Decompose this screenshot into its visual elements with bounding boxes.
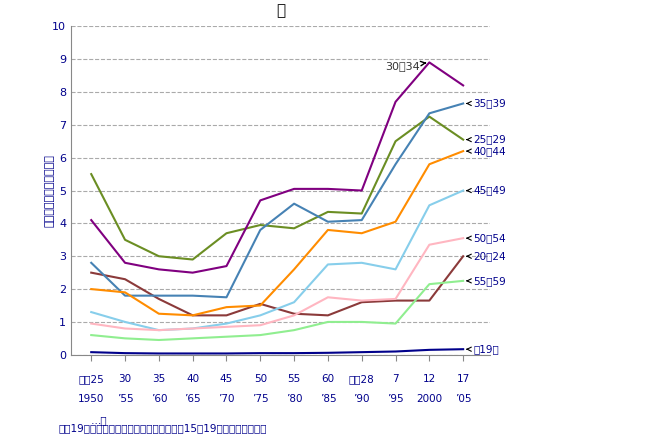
Text: ’95: ’95 bbox=[387, 394, 404, 404]
Text: ’90: ’90 bbox=[353, 394, 370, 404]
Text: 35～39: 35～39 bbox=[467, 99, 506, 109]
Text: 25～29: 25～29 bbox=[467, 134, 506, 145]
Text: 55: 55 bbox=[288, 374, 301, 385]
Text: 20～24: 20～24 bbox=[467, 251, 506, 261]
Text: ’60: ’60 bbox=[150, 394, 167, 404]
Title: 夫: 夫 bbox=[276, 3, 285, 18]
Text: 平成28: 平成28 bbox=[349, 374, 375, 385]
Text: 50～54: 50～54 bbox=[467, 233, 506, 243]
Text: 35: 35 bbox=[152, 374, 166, 385]
Text: 30: 30 bbox=[119, 374, 132, 385]
Text: ’85: ’85 bbox=[319, 394, 336, 404]
Text: ～19歳: ～19歳 bbox=[467, 344, 499, 354]
Text: 50: 50 bbox=[253, 374, 267, 385]
Text: 45: 45 bbox=[220, 374, 233, 385]
Text: 17: 17 bbox=[457, 374, 470, 385]
Text: 1950: 1950 bbox=[78, 394, 104, 404]
Text: 55～59: 55～59 bbox=[467, 276, 506, 286]
Text: ’75: ’75 bbox=[252, 394, 268, 404]
Text: 45～49: 45～49 bbox=[467, 186, 506, 195]
Text: 40～44: 40～44 bbox=[467, 146, 506, 156]
Text: …年: …年 bbox=[91, 416, 108, 426]
Text: 注：19歳以下の離婚率算出に用いた人口は15～19歳の人口である。: 注：19歳以下の離婚率算出に用いた人口は15～19歳の人口である。 bbox=[58, 424, 266, 434]
Text: 30～34: 30～34 bbox=[385, 61, 426, 71]
Text: 12: 12 bbox=[422, 374, 436, 385]
Y-axis label: 離婚率（男性人口千対）: 離婚率（男性人口千対） bbox=[45, 154, 54, 227]
Text: 2000: 2000 bbox=[416, 394, 442, 404]
Text: ’70: ’70 bbox=[218, 394, 235, 404]
Text: 7: 7 bbox=[392, 374, 399, 385]
Text: ’80: ’80 bbox=[286, 394, 303, 404]
Text: ’05: ’05 bbox=[455, 394, 471, 404]
Text: ’65: ’65 bbox=[184, 394, 201, 404]
Text: ’55: ’55 bbox=[117, 394, 134, 404]
Text: 40: 40 bbox=[186, 374, 199, 385]
Text: 昭和25: 昭和25 bbox=[78, 374, 104, 385]
Text: 60: 60 bbox=[321, 374, 335, 385]
